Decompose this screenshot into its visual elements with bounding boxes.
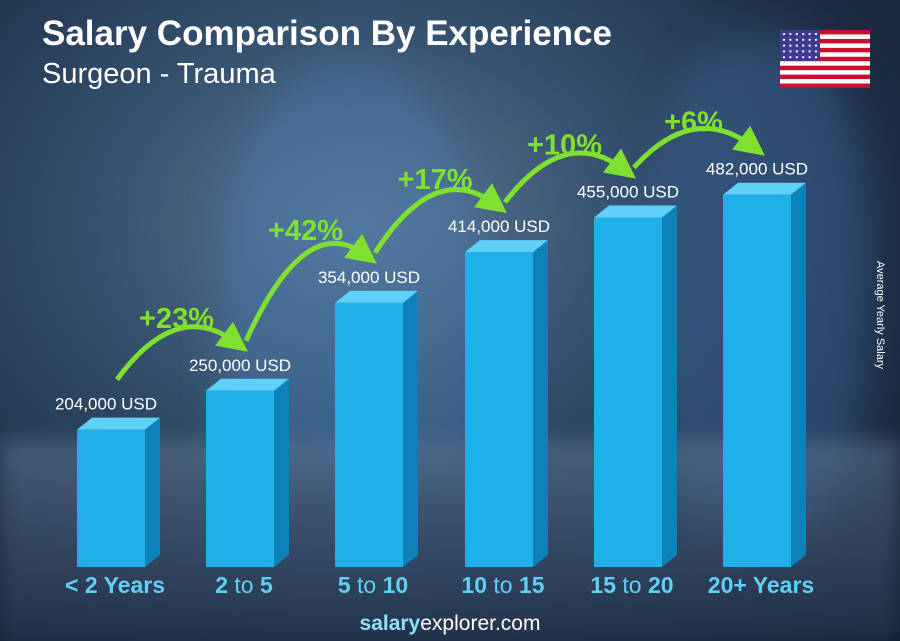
- bar: [594, 205, 677, 567]
- us-flag-icon: [780, 30, 870, 88]
- growth-arrow: [503, 148, 636, 204]
- value-label: 482,000 USD: [706, 160, 808, 179]
- category-label: 5 to 10: [338, 572, 408, 598]
- growth-label: +17%: [398, 164, 473, 196]
- bar-top: [594, 205, 677, 218]
- value-label: 414,000 USD: [448, 217, 550, 236]
- growth-arrow: [243, 233, 377, 342]
- bar-top: [206, 378, 289, 391]
- bar: [77, 417, 160, 567]
- growth-arrow: [632, 125, 765, 170]
- bar-top: [723, 182, 806, 195]
- bar-front: [206, 390, 274, 567]
- bar-side: [145, 417, 160, 567]
- value-label: 455,000 USD: [577, 183, 679, 202]
- growth-label: +42%: [268, 215, 343, 247]
- category-label: 2 to 5: [215, 572, 273, 598]
- category-label: 10 to 15: [461, 572, 544, 598]
- growth-label: +23%: [139, 303, 214, 335]
- growth-label: +10%: [527, 130, 602, 162]
- bar-top: [465, 240, 548, 253]
- category-label: 20+ Years: [708, 572, 814, 598]
- brand-rest: explorer: [420, 612, 495, 635]
- value-label: 204,000 USD: [55, 395, 157, 414]
- bar-front: [77, 429, 145, 567]
- footer-brand[interactable]: salaryexplorer.com: [0, 612, 900, 636]
- growth-arrow: [372, 183, 508, 255]
- brand-tld: .com: [494, 612, 541, 635]
- growth-label: +6%: [664, 107, 723, 139]
- chart-subtitle: Surgeon - Trauma: [42, 58, 276, 90]
- bar-front: [594, 217, 662, 567]
- category-label: 15 to 20: [590, 572, 673, 598]
- bar: [465, 240, 548, 568]
- bar-side: [403, 290, 418, 567]
- bar-side: [662, 205, 677, 567]
- value-label: 354,000 USD: [318, 268, 420, 287]
- category-label: < 2 Years: [65, 572, 165, 598]
- brand-bold: salary: [359, 612, 421, 635]
- bar-side: [533, 240, 548, 568]
- bar-front: [335, 302, 403, 567]
- value-label: 250,000 USD: [189, 356, 291, 375]
- bar-top: [335, 290, 418, 303]
- bar: [723, 182, 806, 567]
- bar-side: [274, 378, 289, 567]
- bar-front: [465, 252, 533, 568]
- bar-top: [77, 417, 160, 430]
- chart-title: Salary Comparison By Experience: [42, 14, 612, 53]
- bar: [335, 290, 418, 567]
- growth-arrow: [114, 321, 248, 382]
- bar: [206, 378, 289, 567]
- bar-front: [723, 194, 791, 567]
- bar-side: [791, 182, 806, 567]
